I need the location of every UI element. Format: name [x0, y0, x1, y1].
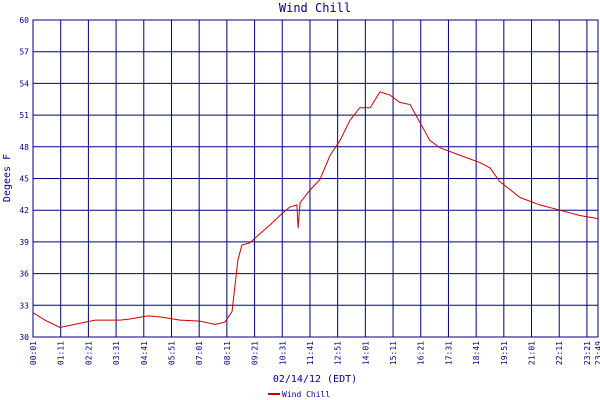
x-tick-label: 02:21	[84, 341, 93, 365]
y-tick-label: 36	[19, 270, 29, 279]
x-tick-label: 09:21	[251, 341, 260, 365]
x-tick-label: 04:41	[140, 341, 149, 365]
y-tick-label: 33	[19, 301, 29, 310]
x-tick-label: 17:31	[444, 341, 453, 365]
y-tick-label: 51	[19, 111, 29, 120]
x-tick-label: 07:01	[195, 341, 204, 365]
x-tick-label: 15:11	[389, 341, 398, 365]
x-tick-label: 01:11	[57, 341, 66, 365]
x-tick-label: 18:41	[472, 341, 481, 365]
chart-title: Wind Chill	[279, 1, 351, 15]
y-tick-label: 54	[19, 79, 29, 88]
y-tick-label: 39	[19, 238, 29, 247]
x-tick-label: 23:49	[594, 341, 600, 365]
y-tick-label: 42	[19, 206, 29, 215]
x-tick-label: 19:51	[500, 341, 509, 365]
x-tick-label: 08:11	[223, 341, 232, 365]
y-tick-label: 60	[19, 16, 29, 25]
y-tick-label: 30	[19, 333, 29, 342]
y-tick-label: 57	[19, 48, 29, 57]
x-tick-label: 12:51	[334, 341, 343, 365]
plot-frame	[32, 19, 599, 338]
data-line	[32, 91, 599, 329]
x-tick-label: 03:31	[112, 341, 121, 365]
x-tick-label: 05:51	[167, 341, 176, 365]
x-tick-label: 21:01	[528, 341, 537, 365]
x-tick-label: 22:11	[555, 341, 564, 365]
y-tick-label: 48	[19, 143, 29, 152]
x-tick-label: 10:31	[278, 341, 287, 365]
x-tick-label: 14:01	[361, 341, 370, 365]
x-tick-label: 23:21	[583, 341, 592, 365]
x-tick-label: 11:41	[306, 341, 315, 365]
legend-label: Wind Chill	[282, 390, 330, 399]
x-axis-label: 02/14/12 (EDT)	[273, 374, 357, 385]
y-tick-label: 45	[19, 175, 29, 184]
x-tick-label: 16:21	[417, 341, 426, 365]
y-axis-label: Degees F	[2, 154, 13, 202]
x-tick-label: 00:01	[29, 341, 38, 365]
